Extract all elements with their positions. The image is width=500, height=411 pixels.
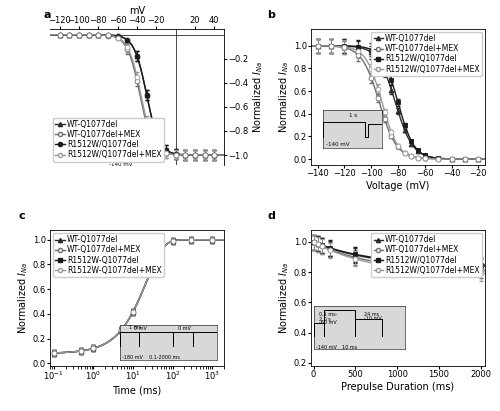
X-axis label: Voltage (mV): Voltage (mV) [366,180,430,191]
Y-axis label: Normalized $I_{Na}$: Normalized $I_{Na}$ [277,262,291,334]
Legend: WT-Q1077del, WT-Q1077del+MEX, R1512W/Q1077del, R1512W/Q1077del+MEX: WT-Q1077del, WT-Q1077del+MEX, R1512W/Q10… [372,32,482,76]
Legend: WT-Q1077del, WT-Q1077del+MEX, R1512W-Q1077del, R1512W-Q1077del+MEX: WT-Q1077del, WT-Q1077del+MEX, R1512W-Q10… [53,233,164,277]
Text: d: d [268,211,276,221]
Text: a: a [43,10,51,20]
Y-axis label: Normalized $I_{Na}$: Normalized $I_{Na}$ [16,262,30,334]
Y-axis label: Normalized $I_{Na}$: Normalized $I_{Na}$ [277,60,291,133]
X-axis label: mV: mV [129,6,145,16]
X-axis label: Time (ms): Time (ms) [112,385,162,395]
Legend: WT-Q1077del, WT-Q1077del+MEX, R1512W/Q1077del, R1512W/Q1077del+MEX: WT-Q1077del, WT-Q1077del+MEX, R1512W/Q10… [372,233,482,277]
Y-axis label: Normalized $I_{Na}$: Normalized $I_{Na}$ [251,60,265,133]
Text: b: b [268,10,276,20]
X-axis label: Prepulse Duration (ms): Prepulse Duration (ms) [342,382,454,392]
Legend: WT-Q1077del, WT-Q1077del+MEX, R1512W/Q1077del, R1512W/Q1077del+MEX: WT-Q1077del, WT-Q1077del+MEX, R1512W/Q10… [53,118,164,162]
Text: c: c [18,211,26,221]
